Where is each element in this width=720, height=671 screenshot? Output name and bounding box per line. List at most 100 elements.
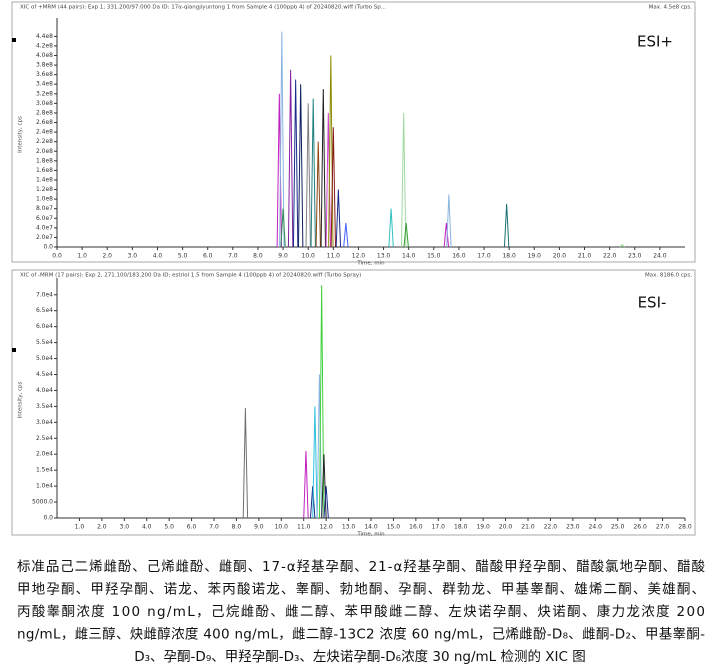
y-tick-label: 3.0e8 <box>36 100 53 107</box>
x-tick-label: 3.0 <box>120 524 130 531</box>
x-tick-label: 22.0 <box>603 253 617 260</box>
y-tick-label: 4.5e4 <box>36 371 53 378</box>
x-tick-label: 8.0 <box>232 524 242 531</box>
x-tick-label: 14.0 <box>402 253 416 260</box>
y-tick-label: 5.5e4 <box>36 339 53 346</box>
y-tick-label: 4.2e8 <box>36 42 53 49</box>
y-tick-label: 3.6e8 <box>36 71 53 78</box>
x-tick-label: 15.0 <box>427 253 441 260</box>
x-tick-label: 0.0 <box>52 253 62 260</box>
caption-line: 标准品己二烯雌酚、己烯雌酚、雌酮、17-α羟基孕酮、21-α羟基孕酮、醋酸甲羟孕… <box>17 558 706 575</box>
y-tick-label: 8.0e7 <box>36 205 53 212</box>
x-tick-label: 6.0 <box>203 253 213 260</box>
x-tick-label: 20.0 <box>553 253 567 260</box>
peak <box>619 243 625 248</box>
x-tick-label: 11.0 <box>327 253 341 260</box>
x-tick-label: 21.0 <box>578 253 592 260</box>
y-tick-label: 6.0e4 <box>36 323 53 330</box>
x-tick-label: 19.0 <box>528 253 542 260</box>
x-tick-label: 10.0 <box>302 253 316 260</box>
x-tick-label: 17.0 <box>432 524 446 531</box>
marker <box>12 348 16 352</box>
peak <box>503 203 510 248</box>
y-tick-label: 1.0e4 <box>36 483 53 490</box>
y-tick-label: 5000.0 <box>32 499 53 506</box>
x-tick-label: 5.0 <box>178 253 188 260</box>
peak <box>318 285 325 519</box>
y-tick-label: 2.6e8 <box>36 119 53 126</box>
y-tick-label: 2.8e8 <box>36 109 53 116</box>
marker <box>12 38 16 42</box>
y-tick-label: 6.5e4 <box>36 307 53 314</box>
x-tick-label: 14.0 <box>364 524 378 531</box>
x-tick-label: 20.0 <box>499 524 513 531</box>
peak <box>330 127 337 248</box>
y-tick-label: 6.0e7 <box>36 215 53 222</box>
y-tick-label: 2.4e8 <box>36 129 53 136</box>
panel-frame <box>11 269 696 536</box>
y-tick-label: 4.4e8 <box>36 33 53 40</box>
y-tick-label: 1.2e8 <box>36 186 53 193</box>
y-tick-label: 1.5e4 <box>36 467 53 474</box>
y-tick-label: 2.5e4 <box>36 435 53 442</box>
x-axis-label: Time, min <box>356 261 385 267</box>
y-tick-label: 3.8e8 <box>36 62 53 69</box>
x-tick-label: 19.0 <box>476 524 490 531</box>
y-tick-label: 2.0e4 <box>36 451 53 458</box>
chart-header: XIC of -MRM (17 pairs): Exp 2, 271.100/1… <box>20 273 361 279</box>
x-tick-label: 13.0 <box>342 524 356 531</box>
x-tick-label: 6.0 <box>187 524 197 531</box>
x-tick-label: 24.0 <box>589 524 603 531</box>
peak <box>323 486 329 519</box>
y-tick-label: 1.6e8 <box>36 167 53 174</box>
x-tick-label: 4.0 <box>142 524 152 531</box>
y-tick-label: 0.0 <box>43 515 53 522</box>
max-label: Max. 4.5e8 cps. <box>649 5 693 11</box>
max-label: Max. 8186.0 cps. <box>645 273 692 279</box>
y-axis-label: Intensity, cps <box>18 116 24 153</box>
peak <box>279 31 285 248</box>
annotation: ESI- <box>638 294 667 312</box>
chart-header: XIC of +MRM (44 pairs): Exp 1, 331.200/9… <box>20 5 386 11</box>
x-tick-label: 5.0 <box>164 524 174 531</box>
annotation: ESI+ <box>637 33 673 51</box>
x-tick-label: 13.0 <box>377 253 391 260</box>
peak <box>310 98 316 248</box>
peak <box>305 103 311 248</box>
y-axis-label: Intensity, cps <box>18 381 24 418</box>
y-tick-label: 4.0e8 <box>36 52 53 59</box>
x-tick-label: 2.0 <box>102 253 112 260</box>
caption-line: 丙酸睾酮浓度 100 ng/mL，己烷雌酚、雌二醇、苯甲酸雌二醇、左炔诺孕酮、炔… <box>17 603 705 620</box>
y-tick-label: 1.8e8 <box>36 157 53 164</box>
x-tick-label: 3.0 <box>128 253 138 260</box>
x-tick-label: 12.0 <box>319 524 333 531</box>
x-tick-label: 1.0 <box>75 524 85 531</box>
peak <box>316 374 323 519</box>
peak <box>315 141 321 248</box>
peak <box>400 112 407 248</box>
y-tick-label: 4.0e4 <box>36 387 53 394</box>
peak <box>297 84 304 248</box>
x-tick-label: 25.0 <box>611 524 625 531</box>
peak <box>276 93 283 248</box>
x-tick-label: 7.0 <box>228 253 238 260</box>
peak <box>320 89 326 248</box>
x-tick-label: 8.0 <box>253 253 263 260</box>
y-tick-label: 1.4e8 <box>36 176 53 183</box>
x-tick-label: 1.0 <box>77 253 87 260</box>
x-tick-label: 16.0 <box>409 524 423 531</box>
y-tick-label: 0.0 <box>43 244 53 251</box>
peak <box>403 223 409 248</box>
x-axis-label: Time, min <box>356 532 385 538</box>
x-tick-label: 21.0 <box>521 524 535 531</box>
y-tick-label: 3.4e8 <box>36 81 53 88</box>
peak <box>287 69 294 248</box>
x-tick-label: 22.0 <box>544 524 558 531</box>
x-tick-label: 18.0 <box>454 524 468 531</box>
peak <box>325 112 331 248</box>
y-tick-label: 7.0e4 <box>36 291 53 298</box>
x-tick-label: 28.0 <box>678 524 692 531</box>
caption-line: 甲地孕酮、甲羟孕酮、诺龙、苯丙酸诺龙、睾酮、勃地酮、孕酮、群勃龙、甲基睾酮、雄烯… <box>17 581 705 598</box>
y-tick-label: 3.5e4 <box>36 403 53 410</box>
